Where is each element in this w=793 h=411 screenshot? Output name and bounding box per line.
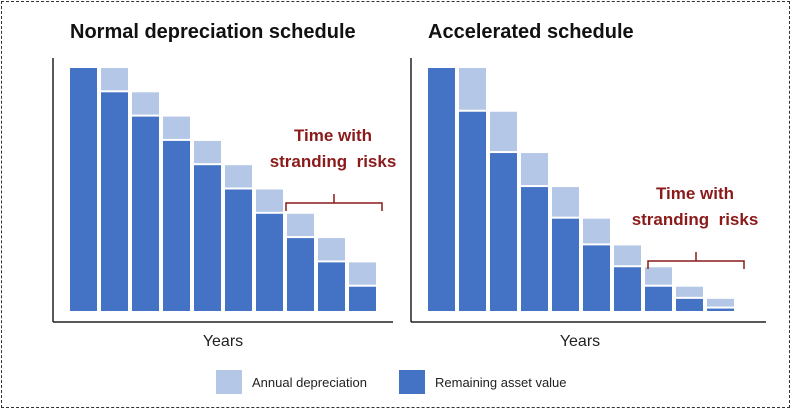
bar-depreciation-normal-5	[194, 140, 221, 164]
stranding-annotation-accelerated: Time with stranding risks	[632, 184, 759, 269]
chart-title-accelerated: Accelerated schedule	[428, 21, 634, 43]
bar-remaining-accelerated-7	[614, 267, 641, 311]
bar-remaining-accelerated-5	[552, 218, 579, 311]
bar-remaining-normal-5	[194, 165, 221, 311]
bar-remaining-accelerated-8	[645, 286, 672, 311]
x-axis-label-accelerated: Years	[560, 333, 600, 350]
bar-depreciation-accelerated-4	[521, 153, 548, 186]
x-axis-label-normal: Years	[203, 333, 243, 350]
bar-depreciation-normal-7	[256, 189, 283, 212]
annotation-line-1-normal: Time with	[294, 126, 372, 145]
bars-normal	[70, 68, 376, 311]
chart-title-normal: Normal depreciation schedule	[70, 21, 356, 43]
legend: Annual depreciation Remaining asset valu…	[216, 370, 567, 394]
bar-remaining-normal-8	[287, 238, 314, 311]
bar-depreciation-normal-8	[287, 213, 314, 237]
bar-depreciation-accelerated-10	[707, 298, 734, 307]
annotation-line-1-accelerated: Time with	[656, 184, 734, 203]
annotation-bracket-normal	[285, 194, 383, 211]
bar-depreciation-normal-3	[132, 92, 159, 115]
bar-remaining-normal-1	[70, 68, 97, 311]
bar-depreciation-normal-10	[349, 262, 376, 285]
bar-depreciation-accelerated-9	[676, 286, 703, 297]
bar-remaining-accelerated-6	[583, 245, 610, 311]
bar-depreciation-accelerated-6	[583, 218, 610, 244]
bar-depreciation-normal-6	[225, 165, 252, 188]
legend-swatch-remaining-asset-value	[399, 370, 425, 394]
bars-accelerated	[428, 68, 734, 312]
bar-remaining-accelerated-2	[459, 111, 486, 312]
bar-remaining-normal-9	[318, 262, 345, 311]
bar-remaining-accelerated-9	[676, 298, 703, 311]
bar-depreciation-accelerated-7	[614, 245, 641, 266]
bar-depreciation-accelerated-5	[552, 187, 579, 217]
legend-swatch-annual-depreciation	[216, 370, 242, 394]
bar-remaining-normal-6	[225, 189, 252, 311]
bar-depreciation-normal-4	[163, 116, 190, 139]
chart-panel-normal: Normal depreciation schedule Time with st…	[52, 21, 397, 350]
bar-depreciation-normal-9	[318, 238, 345, 261]
bar-remaining-normal-3	[132, 116, 159, 311]
stranding-annotation-normal: Time with stranding risks	[270, 126, 397, 211]
bar-depreciation-accelerated-8	[645, 267, 672, 285]
bar-remaining-accelerated-3	[490, 153, 517, 311]
bar-remaining-accelerated-4	[521, 187, 548, 311]
bar-remaining-accelerated-1	[428, 68, 455, 311]
bar-depreciation-normal-2	[101, 68, 128, 91]
annotation-bracket-accelerated	[647, 252, 745, 269]
bar-depreciation-accelerated-2	[459, 68, 486, 110]
annotation-line-2-normal: stranding risks	[270, 152, 397, 171]
legend-label-annual-depreciation: Annual depreciation	[252, 375, 367, 390]
bar-remaining-normal-10	[349, 286, 376, 311]
bar-depreciation-accelerated-3	[490, 111, 517, 152]
bar-remaining-normal-7	[256, 213, 283, 311]
bar-remaining-accelerated-10	[707, 308, 734, 311]
legend-label-remaining-asset-value: Remaining asset value	[435, 375, 567, 390]
chart-panel-accelerated: Accelerated schedule Time with stranding …	[410, 21, 766, 350]
bar-remaining-normal-4	[163, 140, 190, 311]
annotation-line-2-accelerated: stranding risks	[632, 210, 759, 229]
bar-remaining-normal-2	[101, 92, 128, 311]
